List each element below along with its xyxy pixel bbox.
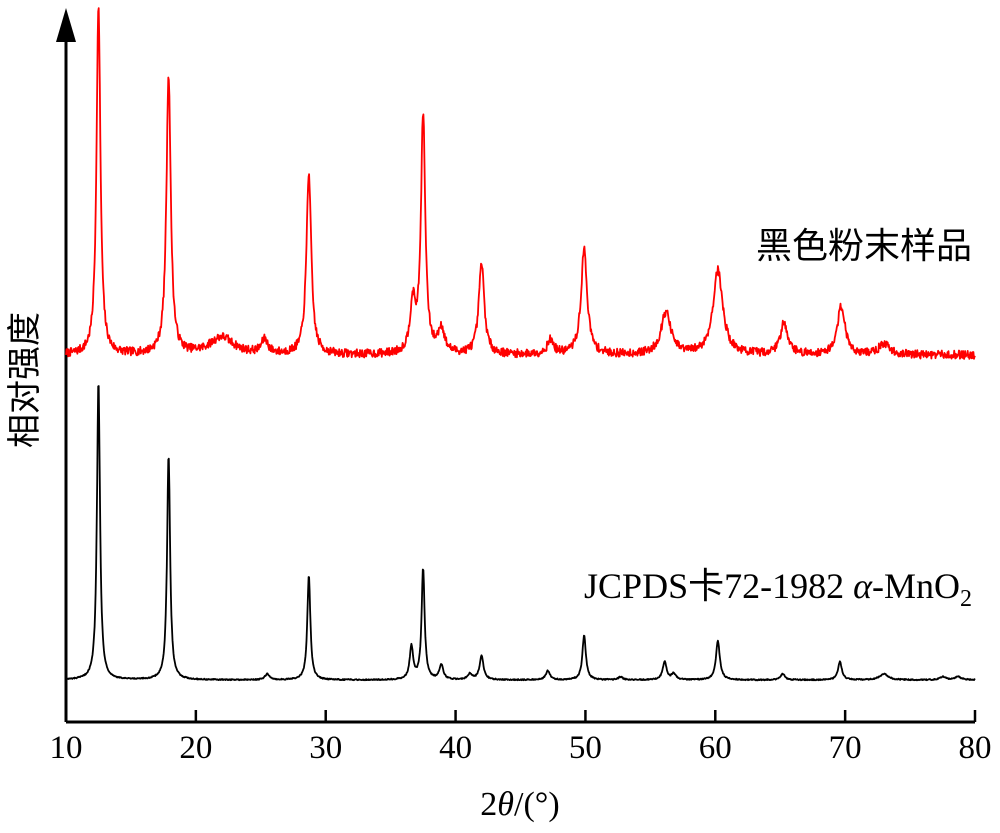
x-ticks: 10 20 30 40 50 60 70 80 (50, 710, 992, 766)
series-label-sample: 黑色粉末样品 (756, 226, 972, 266)
x-tick-label: 60 (699, 730, 732, 766)
series-line-reference (65, 385, 976, 682)
x-tick-label: 20 (179, 730, 212, 766)
series-label-reference: JCPDS卡72-1982 α-MnO2 (584, 566, 972, 612)
series-line-sample (65, 7, 976, 360)
x-tick-label: 70 (829, 730, 862, 766)
x-tick-label: 80 (959, 730, 992, 766)
x-tick-label: 50 (569, 730, 602, 766)
x-tick-label: 30 (309, 730, 342, 766)
x-tick-label: 10 (50, 730, 83, 766)
x-axis-title: 2θ/(°) (480, 786, 559, 823)
y-axis-arrow-icon (56, 8, 76, 42)
x-tick-label: 40 (439, 730, 472, 766)
y-axis-title: 相对强度 (6, 312, 44, 448)
series-group (65, 7, 976, 682)
